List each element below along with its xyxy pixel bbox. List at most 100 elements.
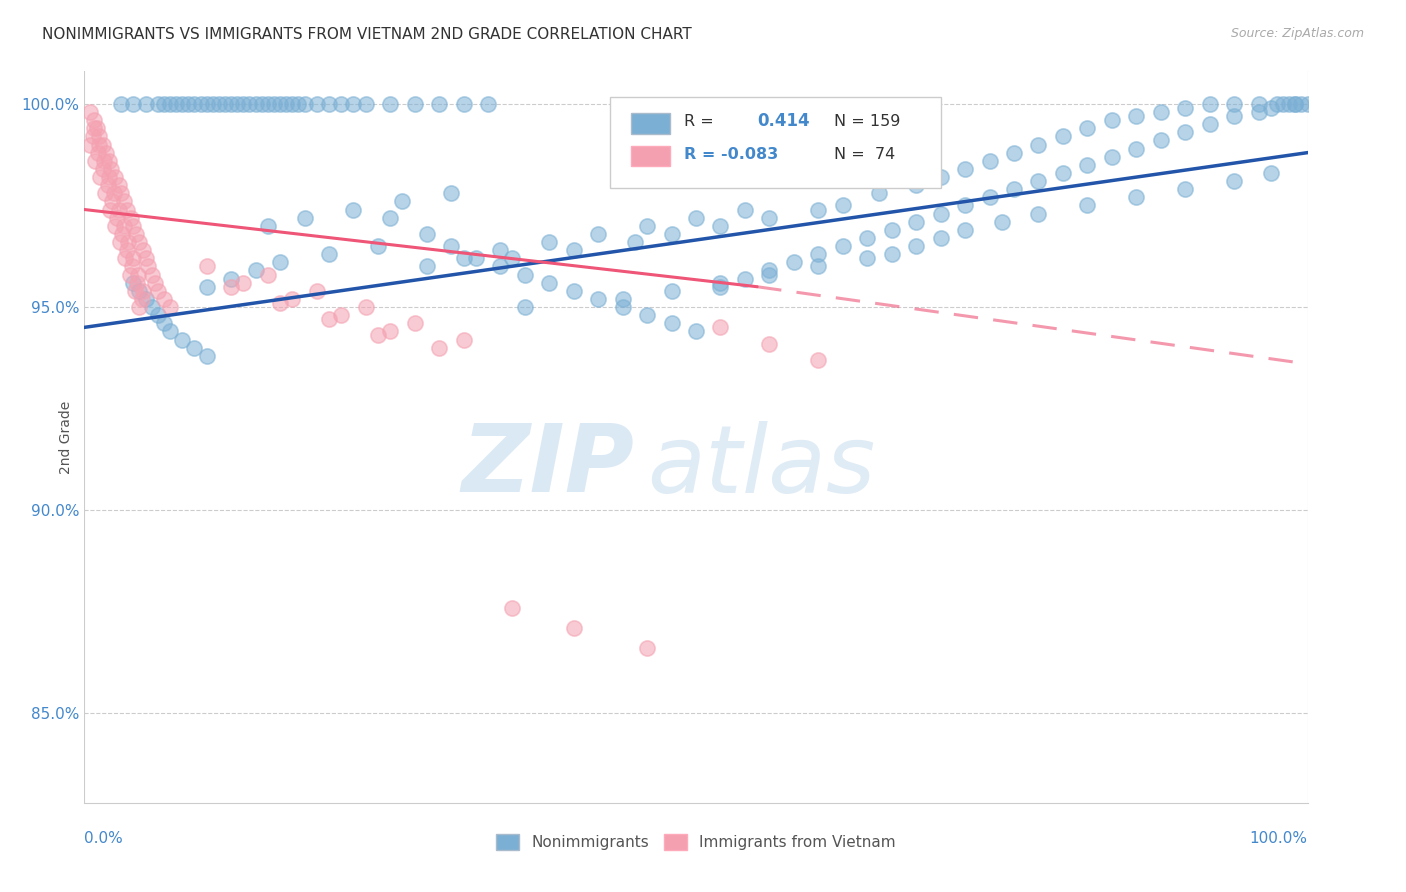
Point (159, 96, 181, 111)
Point (124, 284, 146, 298)
Point (269, 296, 291, 310)
Point (91, 137, 114, 152)
Point (404, 316, 426, 330)
Point (141, 268, 163, 282)
Point (195, 96, 218, 111)
Point (880, 247, 903, 261)
Point (108, 235, 131, 249)
Point (1174, 182, 1197, 196)
Point (110, 96, 132, 111)
Point (257, 268, 280, 282)
Point (709, 219, 731, 233)
Point (98, 202, 121, 217)
Point (1028, 206, 1050, 220)
Point (177, 96, 200, 111)
Point (146, 308, 169, 322)
Point (929, 206, 952, 220)
Point (1101, 113, 1123, 128)
Point (953, 223, 976, 237)
Point (636, 308, 658, 322)
Point (869, 186, 891, 201)
Point (91, 161, 114, 176)
Point (1272, 96, 1295, 111)
Point (380, 325, 402, 339)
Point (110, 186, 132, 201)
Point (83, 121, 105, 136)
Point (257, 219, 280, 233)
Point (84, 153, 107, 168)
Point (1265, 96, 1288, 111)
Point (101, 194, 124, 209)
Point (127, 268, 149, 282)
Point (1076, 198, 1098, 212)
Point (112, 194, 135, 209)
Point (195, 260, 218, 274)
Point (183, 96, 205, 111)
FancyBboxPatch shape (631, 113, 671, 134)
Point (367, 239, 389, 253)
Text: N = 159: N = 159 (834, 113, 901, 128)
Point (831, 239, 853, 253)
Point (122, 252, 145, 266)
Point (758, 263, 780, 277)
Point (257, 96, 280, 111)
Point (1174, 125, 1197, 139)
Point (94, 186, 117, 201)
Point (758, 211, 780, 225)
Point (112, 219, 135, 233)
Point (125, 276, 148, 290)
Point (489, 243, 512, 257)
Point (929, 169, 952, 184)
Point (1052, 129, 1074, 144)
Point (1296, 96, 1319, 111)
Point (661, 227, 683, 241)
Point (661, 284, 683, 298)
Point (79, 105, 101, 120)
Point (287, 96, 309, 111)
Point (263, 96, 285, 111)
Point (953, 198, 976, 212)
Point (122, 96, 145, 111)
Point (159, 325, 181, 339)
Text: 100.0%: 100.0% (1250, 831, 1308, 847)
Point (107, 202, 129, 217)
Point (1125, 109, 1147, 123)
Point (79, 137, 101, 152)
Point (294, 211, 316, 225)
Point (128, 300, 150, 314)
Point (354, 96, 377, 111)
Point (226, 96, 249, 111)
Point (153, 292, 176, 306)
Point (856, 231, 879, 245)
Point (165, 96, 187, 111)
Point (330, 308, 353, 322)
Point (758, 268, 780, 282)
Point (1101, 150, 1123, 164)
Point (1028, 137, 1050, 152)
Point (831, 198, 853, 212)
Point (404, 96, 426, 111)
Point (1076, 158, 1098, 172)
Point (1150, 105, 1173, 120)
Point (1174, 101, 1197, 115)
Point (427, 96, 450, 111)
Point (661, 316, 683, 330)
Point (538, 235, 561, 249)
Point (453, 333, 475, 347)
Point (440, 239, 463, 253)
Point (380, 211, 402, 225)
Point (953, 161, 976, 176)
Point (232, 96, 254, 111)
Point (214, 96, 236, 111)
Point (783, 255, 806, 269)
Point (586, 227, 609, 241)
Point (612, 300, 634, 314)
Point (538, 276, 561, 290)
Point (232, 276, 254, 290)
Point (342, 202, 364, 217)
Point (1284, 96, 1306, 111)
Point (1002, 145, 1025, 160)
Point (128, 235, 150, 249)
Point (1291, 96, 1313, 111)
FancyBboxPatch shape (610, 97, 941, 188)
